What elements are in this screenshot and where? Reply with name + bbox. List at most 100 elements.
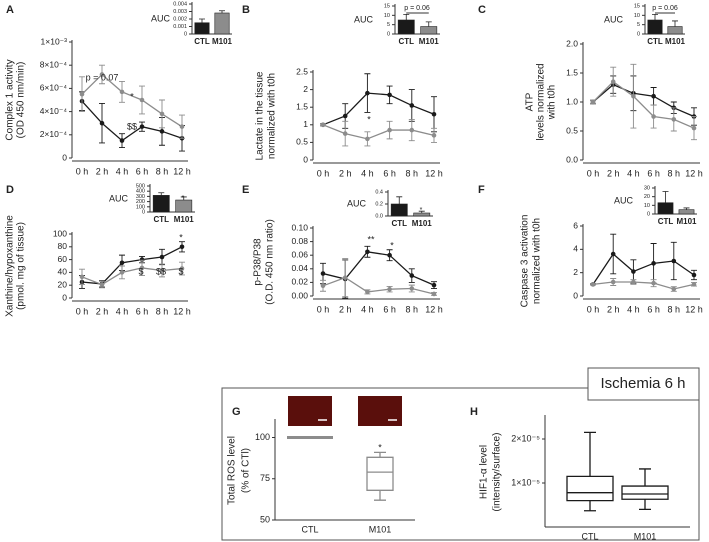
error-bar (199, 18, 205, 23)
bar (390, 203, 408, 217)
y-tick-label: 5 (387, 22, 390, 28)
y-tick-label: 0.0 (375, 213, 383, 219)
y-tick-label: 0 (62, 152, 67, 162)
x-tick-label: 2 h (607, 168, 620, 178)
y-tick-label: 0.06 (291, 249, 308, 259)
marker (431, 111, 437, 117)
y-tick-label: 30 (644, 185, 650, 191)
y-tick-label: 4 (573, 244, 578, 254)
marker (409, 103, 415, 108)
y-tick-label: 0.02 (291, 277, 308, 287)
error-bar (180, 196, 187, 201)
y-tick-label: 0.004 (173, 1, 187, 7)
marker (79, 274, 85, 280)
marker (365, 289, 370, 295)
marker (431, 282, 437, 288)
box-title: Ischemia 6 h (600, 375, 685, 392)
whisker (374, 490, 386, 501)
x-tick-label: 4 h (627, 168, 640, 178)
y-axis-label: with t0h (547, 85, 558, 120)
y-tick-label: 400 (136, 189, 145, 195)
marker (691, 272, 697, 278)
y-tick-label: 0.5 (296, 137, 308, 147)
x-tick-label: 6 h (136, 306, 149, 316)
x-tick-label: CTL (647, 37, 663, 46)
marker (365, 249, 370, 255)
marker (179, 124, 185, 129)
series-line (592, 83, 695, 118)
marker (179, 244, 185, 250)
y-tick-label: 20 (58, 279, 68, 289)
x-tick-label: M101 (212, 37, 233, 46)
annotation: * (179, 232, 183, 242)
x-tick-label: M101 (665, 37, 686, 46)
annotation: p = 0.07 (86, 72, 119, 82)
marker (590, 99, 596, 105)
marker (431, 291, 437, 297)
y-tick-label: 50 (260, 514, 270, 524)
x-tick-label: CTL (153, 215, 169, 224)
x-tick-label: 12 h (173, 306, 191, 316)
marker (159, 254, 165, 260)
bar (152, 195, 170, 213)
error-bar (425, 21, 432, 27)
x-tick-label: M101 (369, 524, 392, 534)
y-axis-label: ATP (525, 92, 536, 111)
y-axis-label: AUC (151, 13, 171, 23)
y-tick-label: 0.5 (566, 125, 578, 135)
marker (119, 89, 125, 95)
y-axis-label: Caspase 3 activation (520, 215, 531, 308)
y-tick-label: 1.5 (296, 101, 308, 111)
series-line (322, 124, 435, 140)
marker (159, 111, 165, 117)
error-bar (403, 14, 410, 20)
marker (671, 286, 677, 292)
x-tick-label: 4 h (627, 304, 640, 314)
error-bar (396, 196, 403, 204)
x-tick-label: 2 h (607, 304, 620, 314)
y-tick-label: 2×10⁻⁴ (40, 129, 68, 139)
y-tick-label: 0 (637, 31, 640, 37)
y-tick-label: 0.08 (291, 236, 308, 246)
bar (214, 12, 230, 35)
y-tick-label: 0.2 (375, 201, 383, 207)
y-axis-label: AUC (347, 198, 367, 208)
marker (79, 91, 85, 97)
marker (139, 257, 145, 262)
y-axis-label: p-P38/P38 (253, 238, 264, 286)
y-axis-label: AUC (614, 195, 634, 205)
y-tick-label: 2×10⁻⁵ (511, 433, 540, 443)
x-tick-label: 12 h (685, 304, 703, 314)
marker (159, 268, 165, 273)
panel-letter: H (470, 406, 478, 418)
marker (139, 97, 145, 103)
y-tick-label: 0.4 (375, 189, 383, 195)
bar (397, 19, 415, 35)
series-line (81, 246, 183, 285)
x-tick-label: 12 h (173, 166, 191, 176)
panel-letter: D (6, 184, 14, 196)
panel-letter: A (6, 4, 14, 16)
x-tick-label: CTL (398, 37, 414, 46)
series-line (322, 251, 435, 286)
y-tick-label: 20 (644, 194, 650, 200)
error-bar (662, 191, 669, 203)
x-tick-label: M101 (419, 37, 440, 46)
marker (365, 136, 370, 142)
annotation: * (420, 207, 423, 214)
y-axis-label: normalized with t0h (267, 73, 278, 159)
y-tick-label: 100 (255, 432, 270, 442)
y-tick-label: 0 (303, 154, 308, 164)
x-tick-label: CTL (194, 37, 210, 46)
marker (99, 120, 105, 126)
y-axis-label: (intensity/surface) (492, 433, 503, 512)
y-tick-label: 5 (637, 22, 640, 28)
marker (610, 79, 616, 84)
y-tick-label: 300 (136, 194, 145, 200)
error-bar (672, 20, 678, 27)
y-tick-label: 75 (260, 473, 270, 483)
y-tick-label: 0 (62, 292, 67, 302)
y-axis-label: levels normalized (536, 63, 547, 140)
y-tick-label: 1.5 (566, 67, 578, 77)
marker (387, 286, 392, 292)
